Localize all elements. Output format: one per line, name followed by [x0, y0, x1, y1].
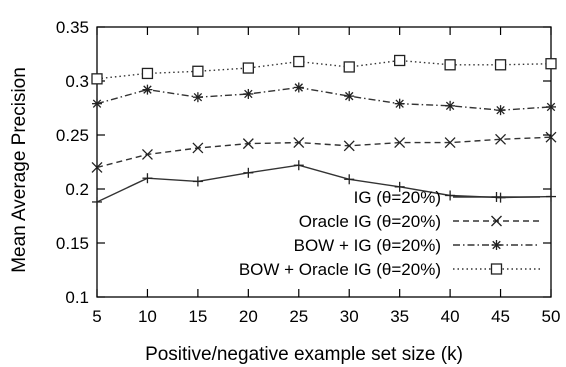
data-point	[192, 65, 204, 77]
data-point	[91, 161, 103, 173]
legend-entry-2: Oracle IG (θ=20%)	[299, 212, 540, 231]
legend-label: Oracle IG (θ=20%)	[299, 212, 441, 231]
legend-swatch-marker	[491, 192, 502, 202]
legend-label: IG (θ=20%)	[354, 188, 441, 207]
data-point	[546, 101, 556, 112]
x-tick-label: 30	[340, 307, 359, 326]
series-2	[91, 131, 557, 173]
legend-swatch-marker	[491, 215, 502, 227]
data-point	[92, 196, 102, 207]
series-1	[92, 160, 556, 207]
data-point	[394, 98, 405, 109]
x-tick-label: 20	[239, 307, 258, 326]
data-point	[394, 54, 406, 67]
data-point	[141, 67, 154, 80]
data-point	[394, 181, 405, 192]
x-tick-label: 10	[138, 307, 157, 326]
data-point	[142, 173, 153, 184]
x-axis-title: Positive/negative example set size (k)	[145, 344, 463, 365]
data-point	[545, 58, 557, 70]
data-point	[293, 55, 305, 68]
data-point	[495, 133, 507, 145]
y-tick-label: 0.35	[56, 18, 89, 37]
legend-entry-3: BOW + IG (θ=20%)	[294, 236, 540, 255]
y-tick-label: 0.2	[65, 180, 89, 199]
x-tick-label: 25	[289, 307, 308, 326]
legend-swatch-marker	[490, 263, 503, 275]
data-point	[142, 84, 153, 95]
y-tick-label: 0.15	[56, 234, 89, 253]
data-point	[293, 82, 304, 93]
series-layer	[91, 54, 557, 207]
data-point	[293, 160, 304, 171]
x-tick-label: 40	[441, 307, 460, 326]
plot-frame	[96, 26, 552, 298]
data-point	[444, 137, 456, 149]
x-tick-label: 45	[491, 307, 510, 326]
legend-swatch-marker	[491, 240, 502, 250]
data-point	[242, 62, 254, 74]
data-point	[192, 176, 203, 187]
series-line	[96, 86, 552, 111]
data-point	[344, 174, 355, 185]
data-point	[394, 137, 406, 149]
data-point	[192, 92, 203, 103]
data-point	[91, 73, 103, 85]
data-point	[92, 98, 102, 109]
y-tick-label: 0.1	[65, 288, 89, 307]
data-point	[243, 167, 254, 178]
data-point	[242, 138, 254, 150]
data-point	[293, 137, 305, 149]
legend-entry-4: BOW + Oracle IG (θ=20%)	[239, 260, 540, 279]
x-tick-label: 35	[390, 307, 409, 326]
series-3	[92, 82, 556, 116]
series-4	[91, 54, 557, 85]
data-point	[444, 59, 456, 71]
series-line	[96, 136, 552, 169]
data-point	[192, 142, 204, 154]
data-point	[445, 190, 456, 201]
y-axis-title: Mean Average Precision	[9, 67, 30, 273]
data-point	[545, 131, 557, 143]
x-tick-label: 50	[542, 307, 561, 326]
data-point	[343, 140, 355, 152]
data-point	[141, 148, 153, 160]
legend-entry-1: IG (θ=20%)	[354, 188, 540, 207]
series-line	[96, 59, 552, 80]
data-point	[546, 191, 556, 202]
data-point	[344, 91, 355, 102]
data-point	[494, 59, 507, 71]
legend-label: BOW + Oracle IG (θ=20%)	[239, 260, 441, 279]
axes: 0.1 0.15 0.2 0.25 0.3 0.35 5 10 15 20 25 30 35 40 45 50	[56, 18, 561, 326]
legend-label: BOW + IG (θ=20%)	[294, 236, 441, 255]
data-point	[343, 61, 355, 73]
y-tick-label: 0.3	[65, 72, 89, 91]
y-tick-label: 0.25	[56, 126, 89, 145]
x-tick-label: 5	[92, 307, 101, 326]
data-point	[243, 88, 254, 99]
data-point	[445, 100, 456, 111]
data-point	[495, 105, 506, 116]
legend: IG (θ=20%) Oracle IG (θ=20%) BOW + IG (θ=2…	[239, 188, 540, 279]
x-tick-label: 15	[188, 307, 207, 326]
